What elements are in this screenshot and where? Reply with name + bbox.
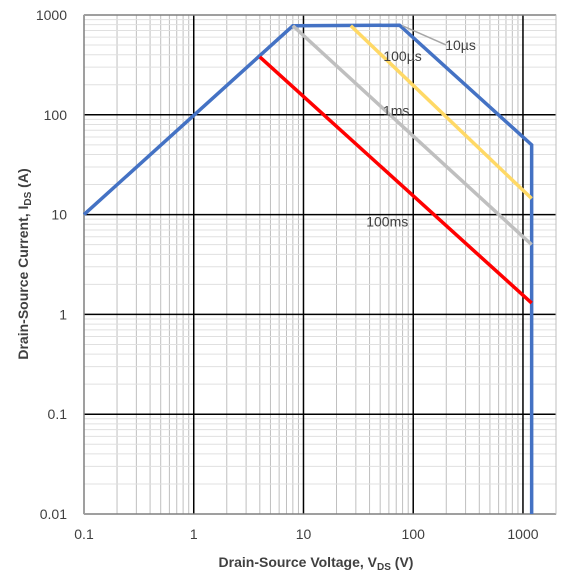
y-tick-label: 100 (44, 107, 68, 123)
plot-area-frame (83, 14, 557, 515)
x-axis-title-unit: (V) (391, 554, 414, 570)
x-axis-title: Drain-Source Voltage, VDS (V) (219, 554, 414, 573)
x-axis-title-subscript: DS (377, 562, 391, 573)
annotation-label-2: 1ms (383, 103, 409, 119)
x-tick-label: 1000 (507, 526, 538, 542)
y-axis-title-main: Drain-Source Current, I (15, 206, 31, 360)
series-layer (82, 23, 534, 514)
series-line-1 (349, 24, 533, 200)
x-tick-label: 10 (296, 526, 312, 542)
annotation-label-0: 10µs (445, 37, 476, 53)
annotation-layer: 10µs 100µs 1ms 100ms (366, 25, 476, 230)
x-tick-label: 1 (190, 526, 198, 542)
y-tick-label: 0.1 (48, 406, 68, 422)
y-tick-label: 0.01 (40, 506, 67, 522)
series-line-3 (258, 55, 533, 305)
x-tick-label: 100 (402, 526, 426, 542)
x-tick-label: 0.1 (74, 526, 94, 542)
y-tick-label: 1000 (36, 7, 67, 23)
y-tick-labels: 0.01 0.1 1 10 100 1000 (36, 7, 67, 522)
annotation-label-1: 100µs (383, 48, 421, 64)
y-axis-title-subscript: DS (23, 191, 34, 205)
y-tick-label: 10 (51, 207, 67, 223)
y-axis-title: Drain-Source Current, IDS (A) (15, 168, 34, 359)
y-axis-title-unit: (A) (15, 168, 31, 191)
series-line-0 (82, 23, 534, 514)
x-axis-title-main: Drain-Source Voltage, V (219, 554, 378, 570)
series-line-2 (291, 24, 533, 246)
minor-grid (84, 15, 557, 514)
annotation-leader-0 (402, 25, 447, 46)
major-grid (83, 14, 556, 515)
annotation-label-3: 100ms (366, 214, 408, 230)
x-tick-labels: 0.1 1 10 100 1000 (74, 526, 538, 542)
y-tick-label: 1 (59, 306, 67, 322)
